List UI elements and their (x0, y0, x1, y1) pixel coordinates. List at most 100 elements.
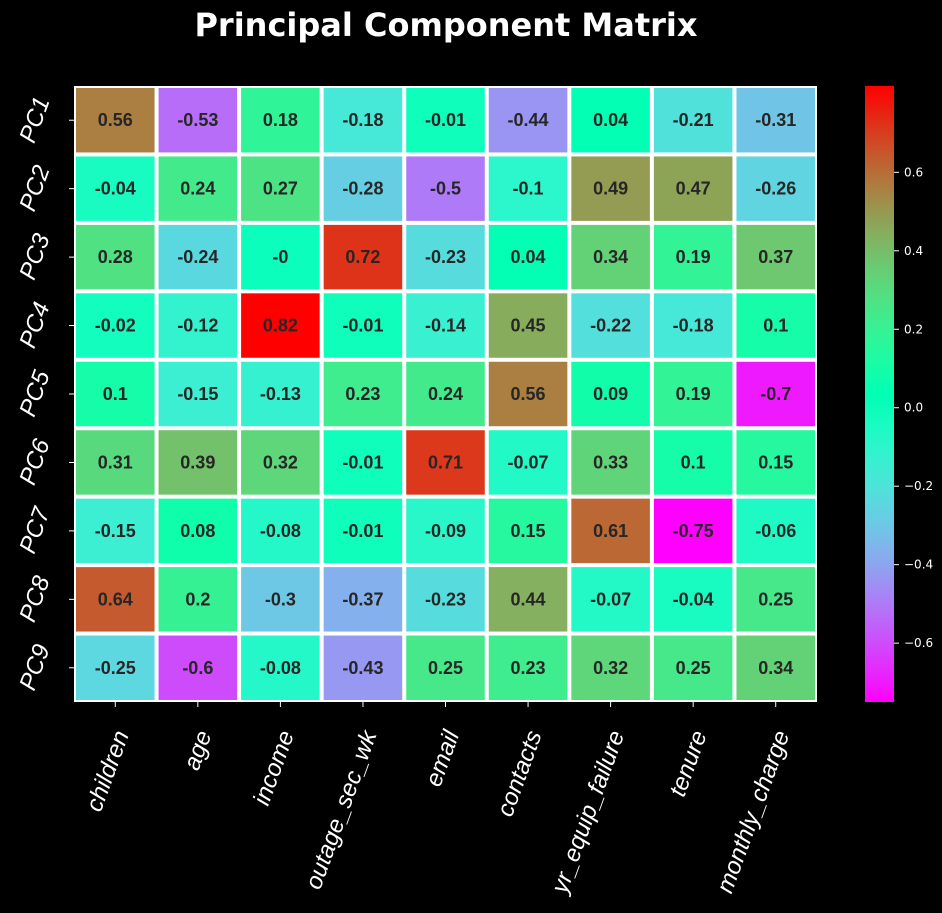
heatmap-cell (571, 498, 650, 564)
heatmap-cell (323, 361, 403, 427)
heatmap-cell (406, 361, 485, 427)
heatmap-cell (406, 293, 485, 358)
cell-value-label: -0.28 (342, 179, 383, 199)
cell-value-label: 0.34 (758, 658, 793, 678)
heatmap-cell (736, 293, 815, 358)
heatmap-cell (653, 567, 733, 632)
x-tick-label: email (420, 726, 465, 790)
cell-value-label: -0.24 (177, 247, 218, 267)
cell-value-label: 0.24 (428, 384, 463, 404)
y-tick-label: PC7 (14, 502, 56, 557)
cell-value-label: -0.08 (260, 521, 301, 541)
cell-value-label: 0.34 (593, 247, 628, 267)
heatmap-cell (736, 430, 815, 495)
cell-value-label: -0.18 (673, 316, 714, 336)
heatmap-cell (736, 88, 815, 153)
cell-value-label: -0.53 (177, 110, 218, 130)
cell-value-label: 0.71 (428, 452, 463, 472)
cell-value-label: -0.5 (430, 179, 461, 199)
heatmap-cell (241, 224, 320, 290)
cell-value-label: -0.04 (673, 589, 714, 609)
cell-value-label: -0.43 (342, 658, 383, 678)
cell-value-label: -0.37 (342, 589, 383, 609)
cell-value-label: 0.47 (676, 179, 711, 199)
cell-value-label: 0.49 (593, 179, 628, 199)
heatmap-cell (488, 293, 568, 358)
cell-value-label: -0.3 (265, 589, 296, 609)
cell-value-label: -0.15 (95, 521, 136, 541)
heatmap-cell (76, 293, 155, 358)
heatmap-cell (736, 156, 815, 221)
cell-value-label: -0.1 (513, 179, 544, 199)
cell-value-label: 0.37 (758, 247, 793, 267)
cell-value-label: 0.1 (763, 316, 788, 336)
heatmap-cell (76, 635, 155, 700)
cell-value-label: 0.04 (593, 110, 628, 130)
cell-value-label: 0.25 (428, 658, 463, 678)
heatmap-cell (158, 88, 238, 153)
cell-value-label: -0.06 (755, 521, 796, 541)
cell-value-label: 0.82 (263, 316, 298, 336)
heatmap-cell (571, 88, 650, 153)
cell-value-label: 0.31 (98, 452, 133, 472)
heatmap-cell (158, 635, 238, 700)
x-tick-label: yr_equip_failure (546, 727, 630, 899)
heatmap-cell (406, 88, 485, 153)
cell-value-label: -0.23 (425, 247, 466, 267)
colorbar-tick-label: −0.4 (904, 558, 933, 572)
cell-value-label: -0.44 (508, 110, 549, 130)
heatmap-cell (488, 635, 568, 700)
heatmap-cell (488, 361, 568, 427)
heatmap-cell (653, 88, 733, 153)
colorbar-tick-label: 0.0 (904, 401, 923, 415)
cell-value-label: 0.23 (511, 658, 546, 678)
cell-value-label: 0.08 (180, 521, 215, 541)
x-tick-label: income (248, 727, 300, 809)
cell-value-label: 0.45 (511, 316, 546, 336)
heatmap-cell (323, 430, 403, 495)
heatmap-cell (158, 361, 238, 427)
cell-value-label: 0.04 (511, 247, 546, 267)
cell-value-label: 0.64 (98, 589, 133, 609)
cell-value-label: -0.07 (590, 589, 631, 609)
heatmap-cell (653, 498, 733, 564)
cell-value-label: -0.09 (425, 521, 466, 541)
cell-value-label: 0.25 (758, 589, 793, 609)
cell-value-label: 0.32 (263, 452, 298, 472)
cell-value-label: -0.02 (95, 316, 136, 336)
cell-value-label: 0.44 (511, 589, 546, 609)
cell-value-label: -0.26 (755, 179, 796, 199)
heatmap-cell (241, 88, 320, 153)
x-tick-label: age (178, 727, 217, 774)
y-tick-label: PC4 (14, 299, 55, 352)
heatmap-cell (406, 567, 485, 632)
heatmap-cell (653, 293, 733, 358)
heatmap-cell (406, 498, 485, 564)
y-tick-label: PC2 (14, 162, 55, 215)
cell-value-label: 0.19 (676, 384, 711, 404)
cell-value-label: -0.23 (425, 589, 466, 609)
y-tick-label: PC5 (14, 366, 56, 420)
colorbar-tick-label: 0.6 (904, 165, 923, 179)
cell-value-label: -0.22 (590, 316, 631, 336)
colorbar-tick-label: −0.6 (904, 636, 933, 650)
cell-value-label: 0.39 (180, 452, 215, 472)
cell-value-label: -0.31 (755, 110, 796, 130)
cell-value-label: 0.2 (185, 589, 210, 609)
cell-value-label: -0 (272, 247, 288, 267)
heatmap-cell (653, 156, 733, 221)
heatmap-cell (488, 88, 568, 153)
heatmap-cell (158, 156, 238, 221)
cell-value-label: -0.01 (425, 110, 466, 130)
cell-value-label: 0.28 (98, 247, 133, 267)
heatmap-cell (488, 224, 568, 290)
heatmap-cell (736, 567, 815, 632)
heatmap-cell (323, 156, 403, 221)
cell-value-label: 0.09 (593, 384, 628, 404)
x-tick-label: outage_sec_wk (300, 725, 383, 893)
cell-value-label: -0.15 (177, 384, 218, 404)
cell-value-label: -0.01 (342, 521, 383, 541)
heatmap-cell (406, 156, 485, 221)
